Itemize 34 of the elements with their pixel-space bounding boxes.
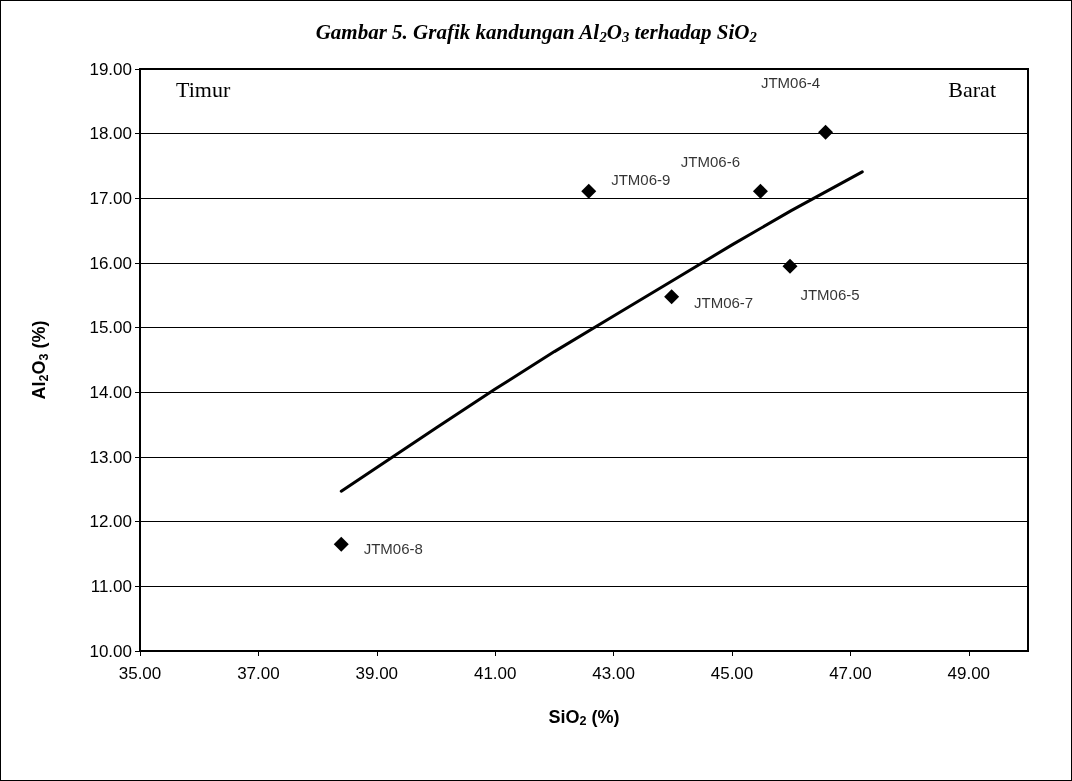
- annotation: JTM06-5: [800, 285, 860, 303]
- x-tick-label: 47.00: [829, 664, 872, 683]
- x-tick-label: 41.00: [473, 664, 517, 683]
- y-tick-label: 14.00: [89, 382, 132, 402]
- y-tick-label: 12.00: [89, 512, 132, 532]
- y-tick-label: 16.00: [89, 253, 132, 273]
- x-tick-label: 43.00: [592, 664, 635, 683]
- y-tick-label: 17.00: [89, 188, 132, 208]
- annotation: JTM06-9: [611, 170, 671, 188]
- annotation: JTM06-4: [760, 73, 821, 91]
- point: [581, 183, 597, 199]
- y-tick-label: 18.00: [89, 124, 132, 144]
- y-tick-label: 13.00: [89, 447, 132, 467]
- point: [782, 258, 798, 274]
- x-tick-label: 45.00: [710, 664, 754, 683]
- point: [333, 536, 349, 552]
- annotation: JTM06-7: [694, 294, 754, 312]
- annotation: JTM06-8: [363, 539, 423, 557]
- annotation: JTM06-6: [680, 152, 741, 170]
- y-tick-label: 10.00: [89, 641, 132, 661]
- y-tick-label: 19.00: [89, 59, 132, 79]
- y-tick-label: 15.00: [89, 318, 132, 338]
- point: [752, 183, 768, 199]
- point: [818, 124, 834, 140]
- annotation: Barat: [948, 76, 997, 102]
- x-tick-label: 37.00: [237, 664, 280, 683]
- annotation: Timur: [176, 76, 231, 102]
- x-tick-label: 49.00: [947, 664, 991, 683]
- x-tick-label: 35.00: [118, 664, 162, 683]
- chart-title: Gambar 5. Grafik kandungan Al2O3 terhadap SiO2: [315, 20, 757, 45]
- point: [664, 289, 680, 305]
- x-tick-label: 39.00: [355, 664, 399, 683]
- y-axis-title: Al2O3 (%): [29, 320, 51, 400]
- y-tick-label: 11.00: [90, 576, 132, 596]
